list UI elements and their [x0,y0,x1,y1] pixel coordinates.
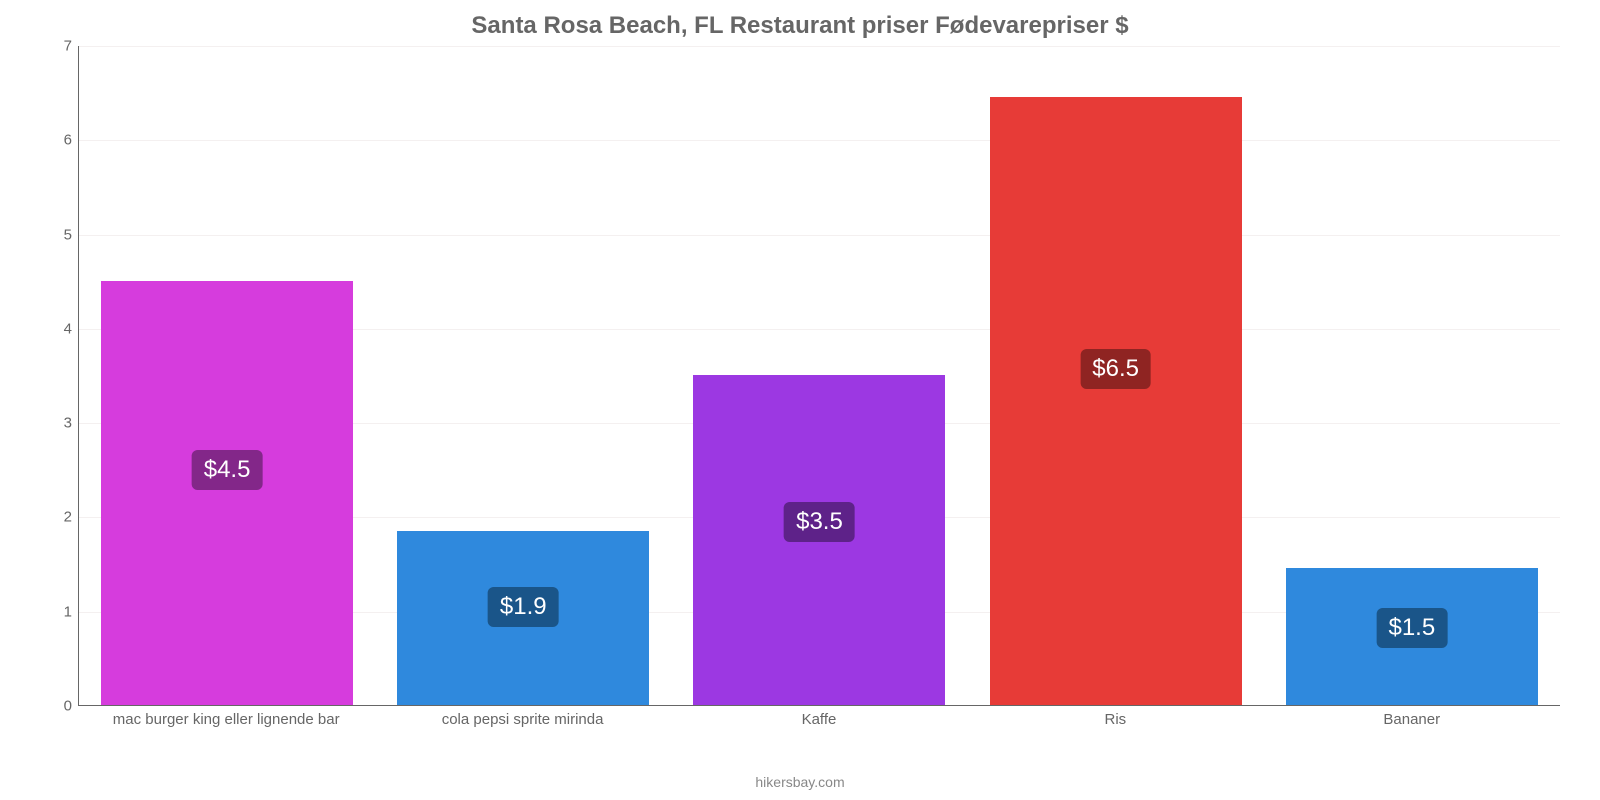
y-tick-label: 2 [64,509,72,526]
y-tick-label: 7 [64,38,72,55]
credit-text: hikersbay.com [755,774,844,790]
y-tick-label: 6 [64,132,72,149]
bars-group: $4.5 $1.9 $3.5 $6.5 $1.5 [79,46,1560,705]
bar-slot: $1.9 [397,46,649,705]
x-category-label: Ris [989,710,1241,730]
bar-value-label: $1.9 [488,587,559,627]
chart-title: Santa Rosa Beach, FL Restaurant priser F… [471,12,1128,40]
x-category-label: cola pepsi sprite mirinda [397,710,649,730]
bar-value-label: $4.5 [192,450,263,490]
bar-slot: $6.5 [990,46,1242,705]
chart-container: 01234567 $4.5$1.9$3.5$6.5$1.5 mac burger… [40,46,1560,746]
x-axis: mac burger king eller lignende bar cola p… [78,710,1560,730]
y-tick-label: 4 [64,320,72,337]
plot-area: $4.5 $1.9 $3.5 $6.5 $1.5 [78,46,1560,706]
bar-value-label: $6.5 [1080,349,1151,389]
y-tick-label: 1 [64,603,72,620]
bar [101,281,353,705]
x-category-label: Bananer [1286,710,1538,730]
x-category-label: Kaffe [693,710,945,730]
bar-slot: $3.5 [693,46,945,705]
bar-slot: $4.5 [101,46,353,705]
bar-value-label: $1.5 [1376,608,1447,648]
x-category-label: mac burger king eller lignende bar [100,710,352,730]
y-axis: 01234567 [40,46,78,706]
y-tick-label: 3 [64,415,72,432]
bar-slot: $1.5 [1286,46,1538,705]
bar-value-label: $3.5 [784,502,855,542]
bar [990,97,1242,705]
y-tick-label: 5 [64,226,72,243]
y-tick-label: 0 [64,698,72,715]
